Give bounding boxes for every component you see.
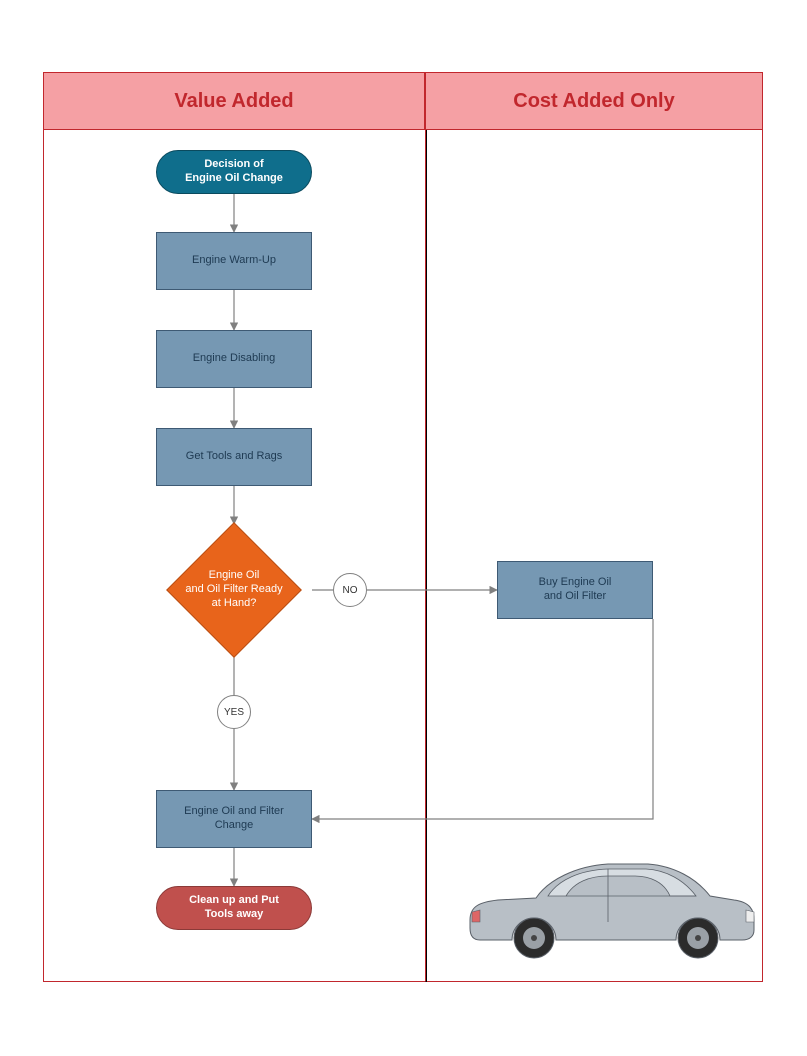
connector-yes: YES [217, 695, 251, 729]
swimlane-header-left: Value Added [43, 72, 425, 130]
node-buy-oil: Buy Engine Oiland Oil Filter [497, 561, 653, 619]
node-get-tools-label: Get Tools and Rags [186, 450, 282, 464]
node-start-label: Decision ofEngine Oil Change [185, 158, 283, 186]
car-icon [458, 850, 758, 960]
node-engine-warm-up-label: Engine Warm-Up [192, 254, 276, 268]
node-oil-change-label: Engine Oil and FilterChange [184, 805, 284, 833]
node-engine-disabling-label: Engine Disabling [193, 352, 276, 366]
node-oil-change: Engine Oil and FilterChange [156, 790, 312, 848]
swimlane-frame [43, 72, 763, 982]
node-engine-disabling: Engine Disabling [156, 330, 312, 388]
connector-no: NO [333, 573, 367, 607]
swimlane-header-left-label: Value Added [174, 90, 293, 113]
swimlane-divider [425, 72, 427, 982]
flowchart-canvas: Value Added Cost Added Only Decision ofE… [0, 0, 807, 1056]
node-end: Clean up and PutTools away [156, 886, 312, 930]
node-engine-warm-up: Engine Warm-Up [156, 232, 312, 290]
node-buy-oil-label: Buy Engine Oiland Oil Filter [539, 576, 612, 604]
connector-no-label: NO [343, 585, 358, 596]
swimlane-header-right: Cost Added Only [425, 72, 763, 130]
node-get-tools: Get Tools and Rags [156, 428, 312, 486]
swimlane-header-right-label: Cost Added Only [513, 90, 674, 113]
node-start: Decision ofEngine Oil Change [156, 150, 312, 194]
node-end-label: Clean up and PutTools away [189, 894, 279, 922]
connector-yes-label: YES [224, 707, 244, 718]
